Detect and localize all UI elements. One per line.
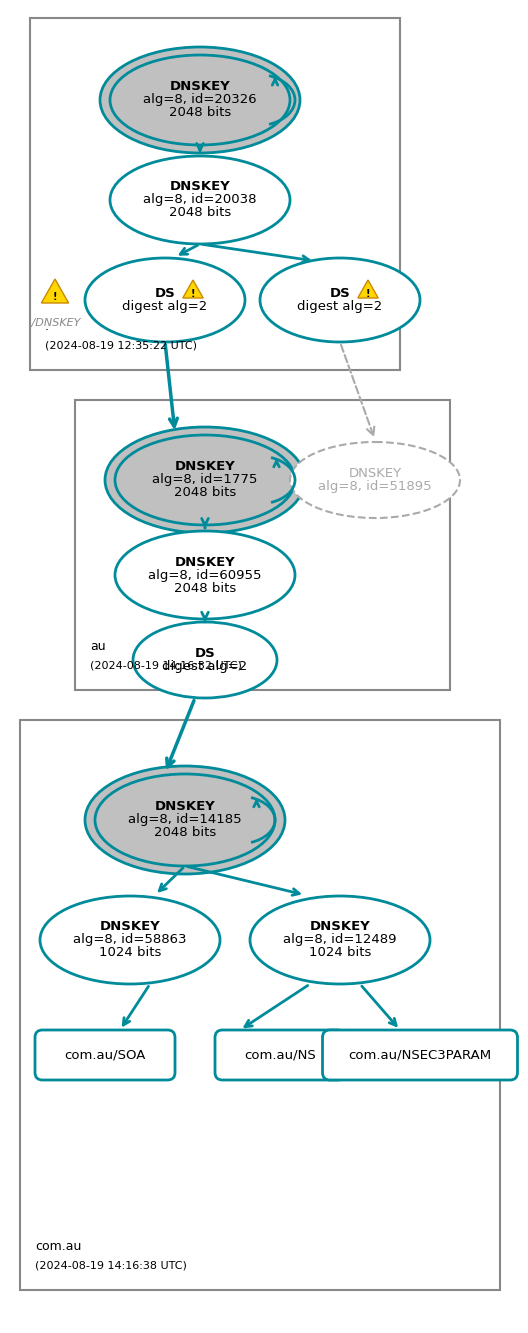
Text: !: !	[53, 292, 57, 303]
Bar	[75, 400, 450, 690]
Ellipse shape	[115, 435, 295, 525]
Ellipse shape	[85, 259, 245, 343]
Text: alg=8, id=58863: alg=8, id=58863	[73, 933, 187, 946]
Text: alg=8, id=51895: alg=8, id=51895	[318, 480, 432, 493]
Ellipse shape	[133, 623, 277, 698]
Text: alg=8, id=20326: alg=8, id=20326	[143, 93, 257, 107]
Text: (2024-08-19 14:16:32 UTC): (2024-08-19 14:16:32 UTC)	[90, 660, 242, 670]
Text: 2048 bits: 2048 bits	[174, 487, 236, 500]
Text: .: .	[45, 320, 49, 333]
Text: DNSKEY: DNSKEY	[169, 80, 230, 93]
Text: alg=8, id=20038: alg=8, id=20038	[143, 193, 257, 207]
Text: DNSKEY: DNSKEY	[309, 921, 370, 933]
Text: !: !	[366, 289, 370, 299]
Text: ./DNSKEY: ./DNSKEY	[29, 319, 81, 328]
Text: com.au: com.au	[35, 1240, 81, 1253]
Text: DNSKEY: DNSKEY	[169, 180, 230, 193]
Text: alg=8, id=14185: alg=8, id=14185	[128, 813, 242, 826]
Text: 2048 bits: 2048 bits	[154, 826, 216, 840]
Text: DNSKEY: DNSKEY	[100, 921, 161, 933]
Text: (2024-08-19 14:16:38 UTC): (2024-08-19 14:16:38 UTC)	[35, 1260, 187, 1270]
Text: DS: DS	[329, 287, 351, 300]
Ellipse shape	[250, 896, 430, 984]
Text: DNSKEY: DNSKEY	[155, 801, 215, 813]
Polygon shape	[41, 279, 69, 303]
Text: DS: DS	[155, 287, 175, 300]
Text: au: au	[90, 640, 106, 653]
Bar	[20, 720, 500, 1290]
Text: DNSKEY: DNSKEY	[348, 467, 402, 480]
Text: 2048 bits: 2048 bits	[169, 207, 231, 220]
Text: alg=8, id=1775: alg=8, id=1775	[152, 473, 258, 487]
Ellipse shape	[110, 156, 290, 244]
FancyBboxPatch shape	[323, 1030, 517, 1080]
FancyBboxPatch shape	[215, 1030, 345, 1080]
Text: 1024 bits: 1024 bits	[99, 946, 161, 960]
Text: 2048 bits: 2048 bits	[169, 107, 231, 120]
Text: !: !	[191, 289, 195, 299]
Text: DNSKEY: DNSKEY	[175, 460, 235, 473]
Text: DNSKEY: DNSKEY	[175, 556, 235, 568]
Text: digest alg=2: digest alg=2	[122, 300, 208, 313]
Polygon shape	[358, 280, 378, 299]
Ellipse shape	[110, 55, 290, 145]
Ellipse shape	[115, 531, 295, 619]
Text: DS: DS	[195, 647, 215, 660]
Text: com.au/SOA: com.au/SOA	[64, 1049, 146, 1061]
Ellipse shape	[260, 259, 420, 343]
Text: com.au/NS: com.au/NS	[244, 1049, 316, 1061]
FancyBboxPatch shape	[35, 1030, 175, 1080]
Bar	[30, 19, 400, 371]
Text: digest alg=2: digest alg=2	[297, 300, 383, 313]
Ellipse shape	[40, 896, 220, 984]
Ellipse shape	[100, 47, 300, 153]
Ellipse shape	[95, 774, 275, 866]
Ellipse shape	[105, 427, 305, 533]
Ellipse shape	[290, 443, 460, 519]
Text: alg=8, id=12489: alg=8, id=12489	[283, 933, 397, 946]
Text: 1024 bits: 1024 bits	[309, 946, 371, 960]
Text: alg=8, id=60955: alg=8, id=60955	[148, 568, 262, 581]
Text: digest alg=2: digest alg=2	[163, 660, 248, 673]
Text: com.au/NSEC3PARAM: com.au/NSEC3PARAM	[348, 1049, 492, 1061]
Text: 2048 bits: 2048 bits	[174, 581, 236, 595]
Polygon shape	[183, 280, 203, 299]
Text: (2024-08-19 12:35:22 UTC): (2024-08-19 12:35:22 UTC)	[45, 340, 197, 351]
Ellipse shape	[85, 766, 285, 874]
